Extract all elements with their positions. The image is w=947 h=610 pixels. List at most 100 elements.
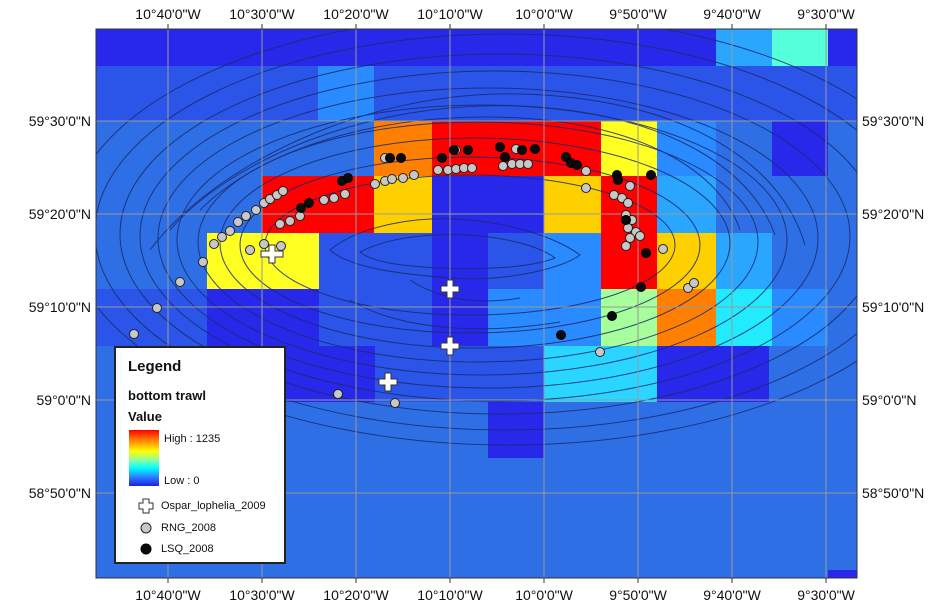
rng-point <box>433 165 443 175</box>
rng-point <box>498 161 508 171</box>
lat-label: 58°50'0"N <box>862 485 924 501</box>
rng-point <box>285 216 295 226</box>
lsq-point <box>556 330 566 340</box>
lsq-point <box>621 215 631 225</box>
white-cross-icon <box>138 498 154 514</box>
legend-item-rng: RNG_2008 <box>161 522 217 534</box>
lon-label: 10°0'0"W <box>515 587 573 603</box>
legend-item-ospar: Ospar_lophelia_2009 <box>161 500 266 512</box>
ospar-cross <box>440 336 460 356</box>
rng-point <box>523 159 533 169</box>
rng-point <box>409 170 419 180</box>
lon-label: 9°50'0"W <box>609 6 667 22</box>
rng-point <box>623 198 633 208</box>
rng-point <box>245 245 255 255</box>
lat-label: 59°20'0"N <box>862 206 924 222</box>
lat-label: 59°0'0"N <box>37 392 92 408</box>
lat-label: 59°10'0"N <box>862 299 924 315</box>
rng-point <box>278 186 288 196</box>
rng-point <box>689 278 699 288</box>
rng-point <box>251 205 261 215</box>
lsq-point <box>613 175 623 185</box>
rng-point <box>276 241 286 251</box>
rng-point <box>152 303 162 313</box>
lsq-point <box>572 160 582 170</box>
legend-title: Legend <box>128 358 182 375</box>
lat-labels-right: 59°30'0"N 59°20'0"N 59°10'0"N 59°0'0"N 5… <box>862 113 924 501</box>
lsq-point <box>646 170 656 180</box>
lsq-point <box>530 144 540 154</box>
grey-circle-icon <box>140 522 152 534</box>
map-border <box>95 28 858 579</box>
rng-point <box>387 174 397 184</box>
lsq-point <box>641 248 651 258</box>
lsq-point <box>396 153 406 163</box>
lon-label: 10°20'0"W <box>323 587 389 603</box>
lsq-point <box>500 152 510 162</box>
rng-point <box>198 257 208 267</box>
lon-label: 10°40'0"W <box>135 587 201 603</box>
lsq-point <box>607 311 617 321</box>
rng-point <box>129 329 139 339</box>
lon-labels-top: 10°40'0"W 10°30'0"W 10°20'0"W 10°10'0"W … <box>135 6 855 22</box>
lon-label: 9°40'0"W <box>703 587 761 603</box>
lon-label: 10°0'0"W <box>515 6 573 22</box>
lsq-point <box>449 145 459 155</box>
tick-marks <box>167 24 827 583</box>
lat-labels-left: 59°30'0"N 59°20'0"N 59°10'0"N 59°0'0"N 5… <box>29 113 91 501</box>
lon-label: 10°40'0"W <box>135 6 201 22</box>
legend-low-label: Low : 0 <box>164 475 200 487</box>
ospar-cross <box>440 279 460 299</box>
rng-point <box>595 347 605 357</box>
lon-label: 10°20'0"W <box>323 6 389 22</box>
raster-grid <box>96 29 857 578</box>
color-ramp <box>129 430 159 486</box>
rng-point <box>581 166 591 176</box>
rng-point <box>333 389 343 399</box>
rng-point <box>658 244 668 254</box>
lon-label: 10°30'0"W <box>229 587 295 603</box>
rng-point <box>209 239 219 249</box>
legend-high-label: High : 1235 <box>164 433 221 445</box>
rng-point <box>398 173 408 183</box>
rng-point <box>275 219 285 229</box>
lat-label: 59°30'0"N <box>862 113 924 129</box>
rng-point <box>217 232 227 242</box>
lon-label: 10°10'0"W <box>417 587 483 603</box>
lsq-point <box>343 173 353 183</box>
ospar-cross <box>378 372 398 392</box>
lon-labels-bottom: 10°40'0"W 10°30'0"W 10°20'0"W 10°10'0"W … <box>135 587 855 603</box>
lsq-point <box>517 145 527 155</box>
lat-label: 59°30'0"N <box>29 113 91 129</box>
rng-2008-points <box>129 144 699 408</box>
lon-label: 10°30'0"W <box>229 6 295 22</box>
ospar-cross <box>260 244 284 264</box>
lsq-point <box>385 153 395 163</box>
rng-point <box>635 231 645 241</box>
legend-field-name: Value <box>128 409 162 424</box>
rng-point <box>467 163 477 173</box>
rng-point <box>625 233 635 243</box>
lon-label: 10°10'0"W <box>417 6 483 22</box>
lon-label: 9°50'0"W <box>609 587 667 603</box>
lsq-point <box>296 203 306 213</box>
ospar-lophelia-points <box>260 244 460 392</box>
lon-label: 9°40'0"W <box>703 6 761 22</box>
rng-point <box>621 241 631 251</box>
rng-point <box>225 226 235 236</box>
lsq-point <box>636 282 646 292</box>
rng-point <box>233 217 243 227</box>
rng-point <box>390 398 400 408</box>
lon-label: 9°30'0"W <box>797 587 855 603</box>
legend-item-lsq: LSQ_2008 <box>161 543 214 555</box>
rng-point <box>319 195 329 205</box>
lsq-2008-points <box>296 142 656 340</box>
lat-label: 59°10'0"N <box>29 299 91 315</box>
rng-point <box>625 181 635 191</box>
lsq-point <box>495 142 505 152</box>
lat-label: 59°0'0"N <box>862 392 917 408</box>
legend-layer-name: bottom trawl <box>128 388 206 403</box>
legend: Legend bottom trawl Value High : 1235 Lo… <box>114 346 286 564</box>
black-circle-icon <box>140 543 152 555</box>
rng-point <box>175 277 185 287</box>
